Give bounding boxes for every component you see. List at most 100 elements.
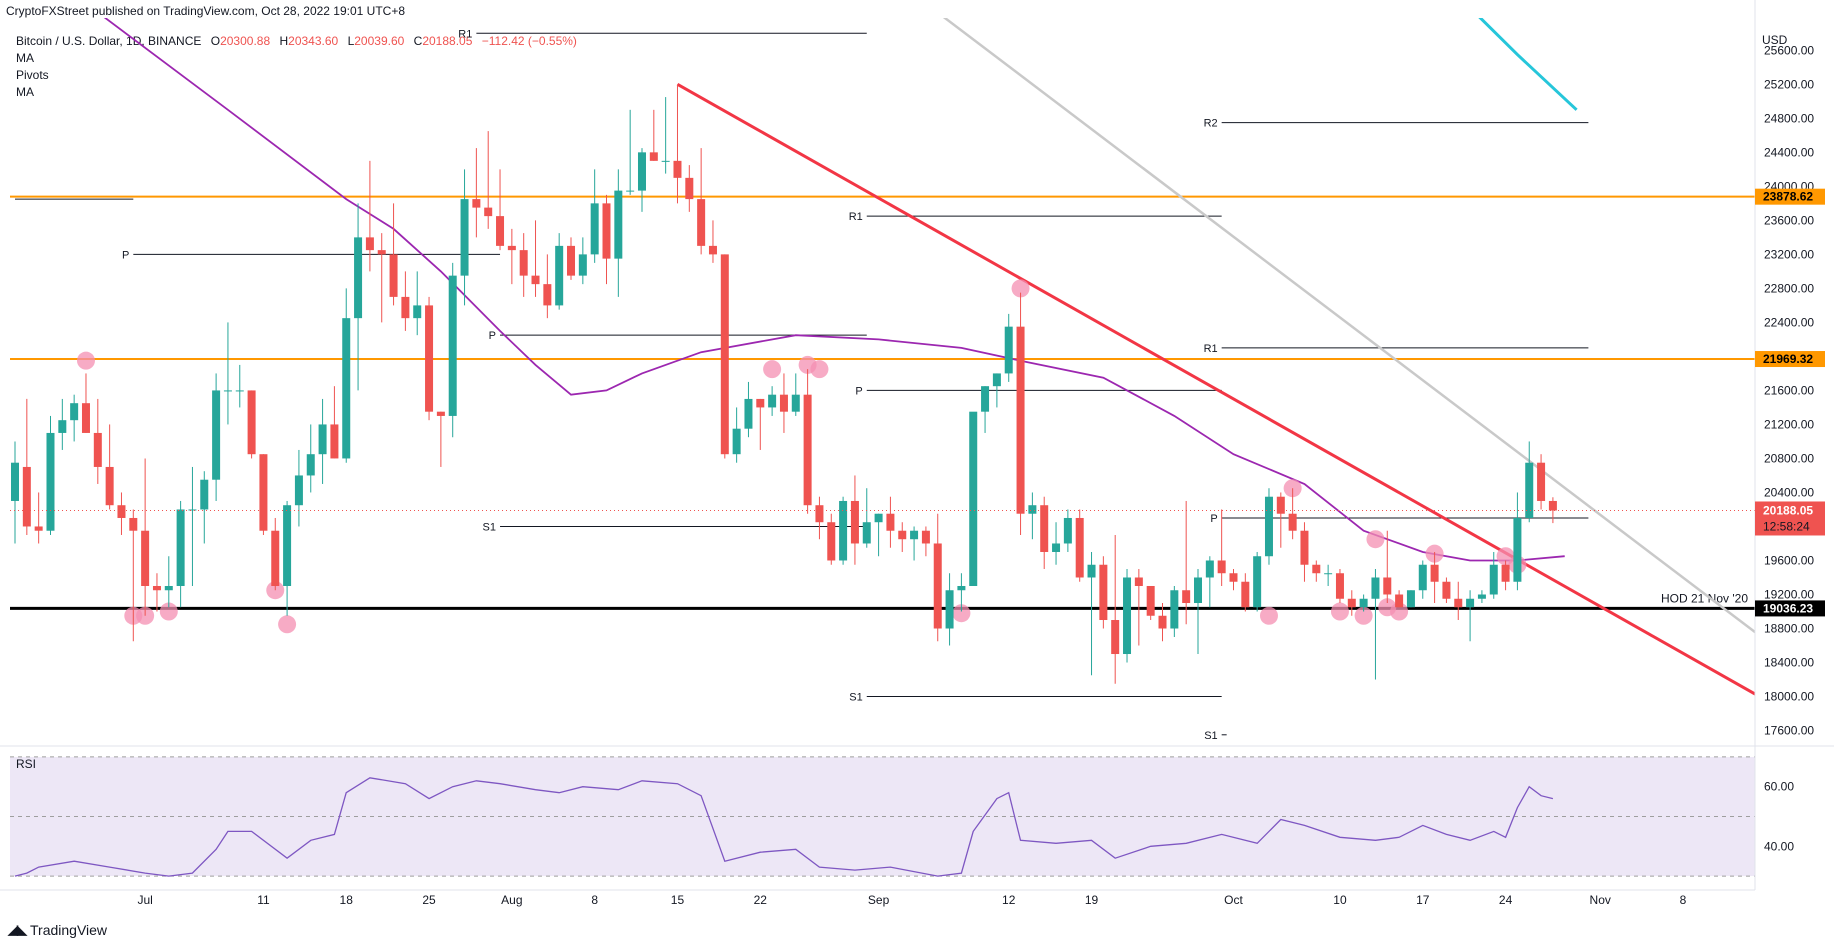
candle-body [1016,326,1025,514]
candle-body [602,203,611,259]
candle-body [1194,577,1202,604]
candle-body [1075,517,1084,578]
candle-body [342,318,351,459]
y-tick-label: 18000.00 [1764,690,1814,704]
support-hod-21-nov-20-tag [1755,600,1825,617]
candle-body [720,254,729,455]
candle-body [105,466,114,506]
candle-body [981,386,990,412]
x-tick-label: 10 [1333,893,1347,907]
x-tick-label: 12 [1002,893,1016,907]
candle-body [886,513,895,531]
candle-body [590,203,599,255]
candle-body [555,245,564,306]
pivot-label: P [1210,513,1217,525]
candle-body [1525,462,1534,518]
candle-body [543,284,552,306]
candle-body [271,530,280,586]
candles [11,84,1557,684]
countdown-text: 12:58:24 [1763,519,1810,533]
candle-body [176,509,185,586]
candle-body [1454,598,1463,608]
x-tick-label: 8 [591,893,598,907]
swing-marker [1390,602,1409,621]
candle-body [945,590,954,629]
y-tick-label: 25200.00 [1764,77,1814,91]
x-tick-label: Jul [137,893,152,907]
level-annotation: HOD 21 Nov '20 [1661,591,1748,605]
candle-body [11,462,19,501]
highlight-markers [76,279,1527,634]
candle-body [1537,462,1546,501]
candle-body [223,390,232,392]
y-tick-label: 24400.00 [1764,145,1814,159]
candle-body [22,466,31,527]
candle-body [1430,564,1439,582]
legend-indicator-ma-2[interactable]: MA [16,85,34,99]
y-tick-label: 23200.00 [1764,247,1814,261]
resistance-21969-tag [1755,351,1825,368]
candle-body [1264,496,1273,557]
candle-body [93,432,102,467]
swing-marker [1354,606,1373,625]
candle-body [1324,573,1333,575]
candle-body [117,505,126,518]
candle-body [827,522,836,561]
candle-body [661,160,670,162]
legend-indicator-ma[interactable]: MA [16,51,34,65]
legend-symbol-row: Bitcoin / U.S. Dollar, 1D, BINANCE O2030… [16,33,577,50]
candle-body [294,475,303,506]
candle-body [1170,590,1179,629]
legend-indicator-pivots[interactable]: Pivots [16,68,49,82]
low-label: L [347,34,355,48]
y-tick-label: 19200.00 [1764,587,1814,601]
pivot-label: P [489,330,496,342]
candle-body [1466,598,1475,608]
candle-body [626,190,635,192]
candle-body [578,254,587,276]
candle-body [354,237,363,319]
candle-body [779,394,788,412]
candle-body [212,390,221,480]
candle-body [484,207,493,217]
candle-body [673,160,682,178]
candle-body [1359,598,1368,608]
publisher-header: CryptoFXStreet published on TradingView.… [6,4,405,18]
candle-body [1146,585,1155,616]
candle-body [496,216,505,246]
y-tick-label: 21600.00 [1764,383,1814,397]
candle-body [259,454,268,531]
candle-body [614,190,623,259]
open-label: O [210,34,221,48]
footer-brand[interactable]: ◢◣ TradingView [8,922,107,938]
y-tick-label: 22800.00 [1764,281,1814,295]
candle-body [697,199,706,246]
candle-body [850,500,859,544]
axes: USD 25600.0025200.0024800.0024400.002400… [0,0,1834,907]
candle-body [34,526,43,531]
candle-body [839,500,848,561]
candle-body [519,250,528,276]
price-pane: R1 P P S1 R2 R1 R1 P P S1 S1 HOD 21 Nov '20 [10,18,1755,742]
candle-body [448,275,457,416]
rsi-label: RSI [16,757,36,771]
candle-body [756,398,765,408]
y-tick-label: 18800.00 [1764,622,1814,636]
swing-marker [1330,602,1349,621]
low-value: 20039.60 [354,34,405,48]
candle-body [1371,577,1380,599]
candle-body [803,394,812,506]
candle-body [1406,590,1415,608]
candle-body [436,411,445,416]
candle-body [1383,577,1392,595]
candle-body [1158,615,1167,629]
candle-body [70,403,79,421]
x-tick-label: 24 [1499,893,1513,907]
candle-body [1548,500,1557,511]
swing-marker [1011,279,1030,298]
candle-body [1312,564,1321,574]
candle-body [1063,517,1072,544]
candle-body [969,411,978,586]
candle-body [1052,543,1061,552]
